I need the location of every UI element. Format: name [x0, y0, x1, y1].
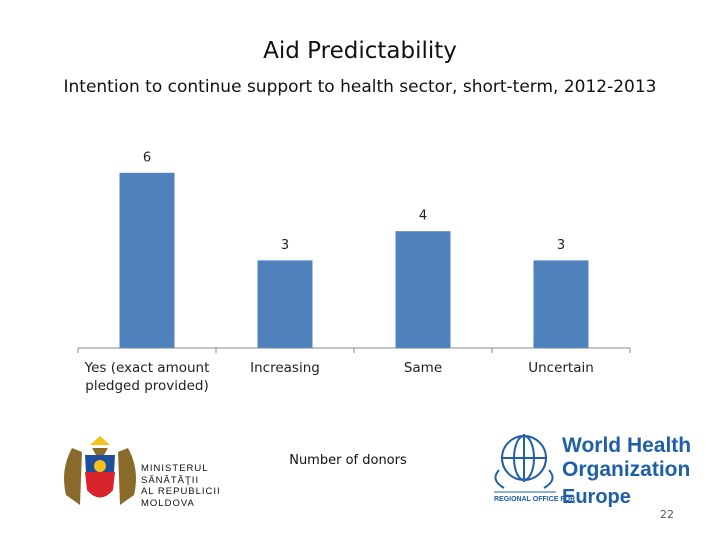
- bar: [119, 172, 175, 348]
- data-label: 6: [143, 150, 151, 165]
- moldova-emblem: [64, 436, 136, 505]
- who-region: Europe: [562, 486, 631, 508]
- x-tick-label: Increasing: [250, 360, 320, 376]
- x-tick-label: Yes (exact amount pledged provided): [84, 360, 210, 394]
- page-number: 22: [660, 508, 674, 521]
- bar: [257, 260, 313, 348]
- ministry-name: MINISTERUL SĂNĂTĂŢII AL REPUBLICII MOLDO…: [141, 463, 221, 509]
- chart-subtitle: Intention to continue support to health …: [63, 77, 657, 97]
- bar: [533, 260, 589, 348]
- who-emblem: [494, 434, 554, 489]
- ministry-line: AL REPUBLICII: [141, 486, 221, 497]
- data-label: 3: [281, 238, 289, 253]
- who-office: REGIONAL OFFICE FOR: [494, 496, 576, 503]
- chart-title: Aid Predictability: [263, 38, 457, 64]
- x-tick-label: Same: [403, 360, 443, 376]
- x-axis-label: Number of donors: [289, 453, 407, 468]
- data-label: 3: [557, 238, 565, 253]
- ministry-line: SĂNĂTĂŢII: [141, 474, 200, 486]
- who-name-line: World Health: [562, 434, 692, 457]
- who-name: World Health Organization: [562, 434, 691, 482]
- x-tick-label: Uncertain: [528, 360, 594, 376]
- ministry-line: MINISTERUL: [141, 463, 209, 474]
- data-label: 4: [419, 209, 427, 224]
- ministry-line: MOLDOVA: [141, 497, 195, 509]
- who-name-line: Organization: [562, 458, 691, 481]
- bar: [395, 231, 451, 348]
